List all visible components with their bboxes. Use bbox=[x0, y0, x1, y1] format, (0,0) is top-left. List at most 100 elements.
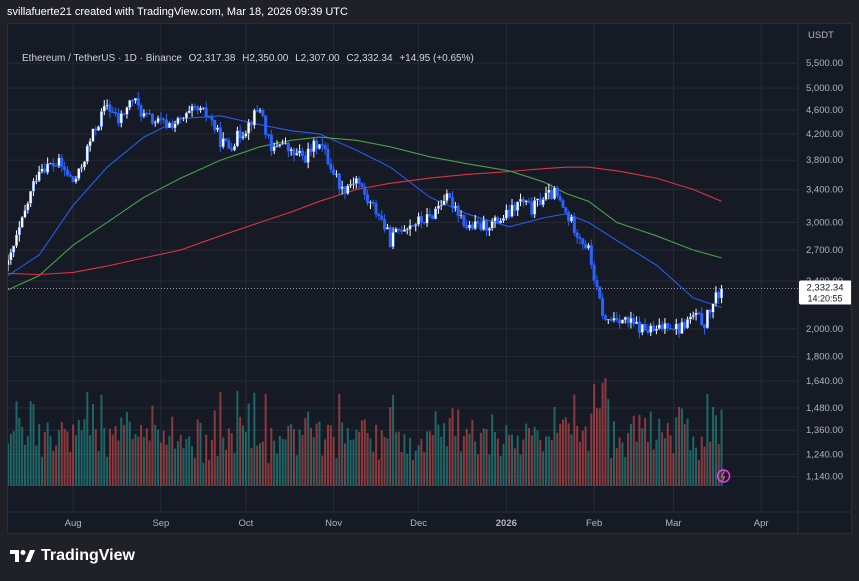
volume-bar bbox=[216, 456, 219, 486]
x-tick-label: Dec bbox=[410, 518, 427, 529]
candle-body bbox=[108, 104, 112, 113]
candle-body bbox=[482, 220, 486, 230]
candle-body bbox=[643, 324, 647, 331]
volume-bar bbox=[494, 432, 497, 486]
candle-body bbox=[278, 144, 282, 147]
x-tick-label: Apr bbox=[754, 518, 769, 529]
candle-body bbox=[136, 97, 140, 106]
symbol-name[interactable]: Ethereum / TetherUS · 1D · Binance bbox=[22, 53, 182, 64]
y-tick-label: 1,240.00 bbox=[806, 450, 843, 461]
volume-bar bbox=[335, 458, 338, 486]
candle-body bbox=[34, 180, 38, 182]
volume-bar bbox=[21, 426, 24, 486]
volume-bar bbox=[528, 427, 531, 486]
candle-body bbox=[468, 224, 472, 229]
volume-bar bbox=[440, 436, 443, 486]
volume-bar bbox=[264, 393, 267, 486]
volume-bar bbox=[482, 428, 485, 486]
volume-bar bbox=[318, 421, 321, 486]
candle-body bbox=[663, 323, 667, 330]
volume-bar bbox=[193, 458, 196, 486]
candle-body bbox=[133, 97, 137, 101]
volume-bar bbox=[544, 436, 547, 486]
moving-averages bbox=[8, 115, 722, 309]
candle-body bbox=[388, 227, 392, 247]
candle-body bbox=[306, 148, 310, 163]
volume-bar bbox=[134, 434, 137, 486]
volume-bar bbox=[185, 438, 188, 486]
volume-bar bbox=[227, 428, 230, 486]
volume-bar bbox=[208, 459, 211, 486]
candle-body bbox=[119, 113, 123, 124]
candle-body bbox=[705, 309, 709, 329]
candle-body bbox=[510, 204, 514, 217]
candle-body bbox=[595, 280, 599, 287]
volume-bar bbox=[703, 446, 706, 486]
candle-body bbox=[434, 208, 438, 220]
volume-bar bbox=[423, 452, 426, 486]
volume-bar bbox=[709, 441, 712, 486]
volume-bar bbox=[397, 431, 400, 486]
candle-body bbox=[196, 106, 200, 111]
candle-body bbox=[122, 113, 126, 115]
candle-body bbox=[402, 229, 406, 232]
volume-bar bbox=[649, 411, 652, 486]
candle-body bbox=[227, 140, 231, 149]
candle-body bbox=[303, 155, 307, 163]
volume-bar bbox=[225, 449, 228, 486]
volume-bar bbox=[295, 455, 298, 486]
candle-body bbox=[60, 157, 64, 167]
candle-body bbox=[649, 325, 653, 333]
open-value: O2,317.38 bbox=[188, 53, 236, 64]
candle-body bbox=[493, 217, 497, 222]
candle-body bbox=[615, 317, 619, 321]
volume-bar bbox=[448, 418, 451, 486]
candle-body bbox=[233, 145, 237, 151]
alert-flash-icon bbox=[716, 469, 731, 483]
y-tick-label: 3,400.00 bbox=[806, 184, 843, 195]
last-price-value: 2,332.34 bbox=[807, 283, 844, 294]
volume-bar bbox=[360, 420, 363, 486]
volume-bar bbox=[612, 421, 615, 486]
volume-bar bbox=[326, 424, 329, 486]
candle-body bbox=[298, 150, 302, 154]
price-chart[interactable]: 5,500.00 5,000.00 4,600.00 4,200.00 3,800.00… bbox=[8, 24, 852, 534]
candle-body bbox=[544, 192, 548, 200]
candle-body bbox=[711, 303, 715, 313]
candle-body bbox=[717, 292, 721, 299]
candle-body bbox=[8, 259, 10, 266]
candle-body bbox=[65, 169, 69, 176]
volume-bar bbox=[66, 431, 69, 486]
candle-body bbox=[694, 312, 698, 316]
candle-body bbox=[697, 312, 701, 314]
candle-body bbox=[210, 116, 214, 121]
candle-body bbox=[561, 200, 565, 208]
candle-body bbox=[51, 163, 55, 166]
volume-bar bbox=[380, 430, 383, 486]
candle-body bbox=[317, 144, 321, 149]
volume-bar bbox=[561, 419, 564, 486]
chart-panel[interactable]: 5,500.00 5,000.00 4,600.00 4,200.00 3,800.00… bbox=[7, 23, 852, 534]
tradingview-brand: TradingView bbox=[10, 547, 135, 565]
candle-body bbox=[371, 202, 375, 204]
candle-body bbox=[436, 205, 440, 209]
volume-bar bbox=[499, 456, 502, 486]
candle-body bbox=[479, 223, 483, 230]
volume-bar bbox=[287, 425, 290, 486]
candle-body bbox=[377, 214, 381, 217]
volume-bar bbox=[644, 417, 647, 486]
candle-body bbox=[88, 141, 92, 147]
candle-body bbox=[91, 128, 95, 142]
candle-body bbox=[346, 185, 350, 194]
volume-bar bbox=[610, 457, 613, 486]
candle-body bbox=[221, 138, 225, 147]
volume-bar bbox=[695, 447, 698, 486]
tradingview-logo-icon bbox=[10, 550, 35, 562]
volume-bar bbox=[389, 407, 392, 486]
candle-body bbox=[524, 200, 528, 203]
volume-bar bbox=[148, 440, 151, 486]
volume-bar bbox=[502, 443, 505, 486]
volume-bar bbox=[417, 445, 420, 486]
candle-body bbox=[23, 210, 27, 218]
candle-body bbox=[555, 187, 559, 197]
